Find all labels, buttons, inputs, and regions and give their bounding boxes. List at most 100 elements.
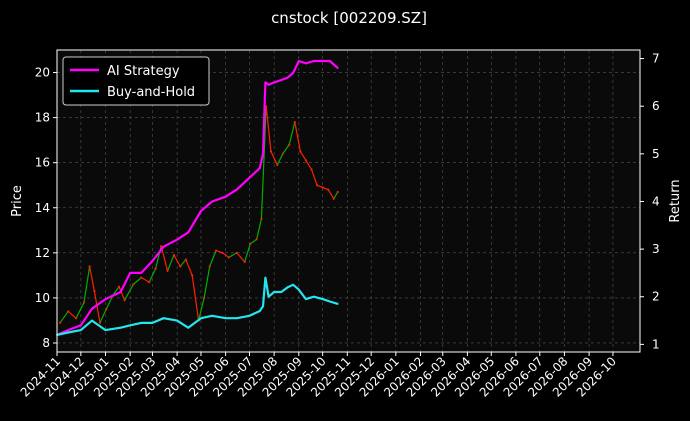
price-point xyxy=(140,276,143,279)
series-point-1 xyxy=(297,288,300,291)
series-point-1 xyxy=(104,329,107,331)
price-point xyxy=(288,143,291,146)
price-point xyxy=(336,190,339,194)
series-point-0 xyxy=(248,176,251,179)
series-point-1 xyxy=(151,322,154,324)
series-point-1 xyxy=(211,314,213,317)
legend-box xyxy=(62,56,210,106)
series-point-1 xyxy=(292,283,295,286)
series-point-1 xyxy=(129,324,132,327)
price-segment xyxy=(179,259,187,267)
price-segment xyxy=(160,245,169,272)
series-point-0 xyxy=(305,62,307,65)
y-right-tick-label: 7 xyxy=(652,52,660,66)
series-point-1 xyxy=(280,291,283,293)
price-point xyxy=(293,121,296,124)
y-axis-right-title: Return xyxy=(668,179,683,222)
series-point-1 xyxy=(200,317,202,320)
series-point-0 xyxy=(67,329,70,331)
series-point-1 xyxy=(267,295,270,298)
price-segment xyxy=(148,268,157,283)
y-left-tick-label: 20 xyxy=(35,66,50,80)
price-segment xyxy=(59,311,69,324)
price-segment xyxy=(83,266,91,303)
price-segment xyxy=(282,144,290,155)
series-point-0 xyxy=(187,231,190,234)
series-point-1 xyxy=(79,329,82,331)
price-point xyxy=(332,197,335,200)
price-point xyxy=(154,267,157,270)
series-point-0 xyxy=(119,291,122,293)
series-point-0 xyxy=(267,83,270,86)
price-point xyxy=(179,265,182,268)
price-point xyxy=(235,251,238,254)
series-point-0 xyxy=(200,210,202,212)
price-point xyxy=(88,265,91,268)
series-point-1 xyxy=(264,276,267,279)
series-point-1 xyxy=(67,331,70,334)
price-point xyxy=(276,163,279,167)
y-left-tick-label: 10 xyxy=(35,291,50,305)
price-segment xyxy=(249,238,257,245)
price-segment xyxy=(75,302,85,319)
series-point-1 xyxy=(224,317,227,320)
price-segment xyxy=(105,295,114,310)
price-segment xyxy=(89,266,95,292)
series-point-1 xyxy=(336,302,339,305)
y-left-tick-label: 18 xyxy=(35,111,50,125)
price-point xyxy=(221,251,224,254)
price-segment xyxy=(166,254,175,272)
series-point-0 xyxy=(235,188,238,191)
series-point-1 xyxy=(187,326,190,329)
y-right-tick-label: 5 xyxy=(652,147,660,161)
price-segment xyxy=(310,169,318,186)
y-left-tick-label: 16 xyxy=(35,156,50,170)
price-segment xyxy=(99,308,107,323)
price-point xyxy=(191,274,194,277)
price-segment xyxy=(209,250,217,267)
series-point-0 xyxy=(140,272,143,274)
price-segment xyxy=(173,254,181,267)
y-left-tick-label: 8 xyxy=(42,336,50,350)
y-right-tick-label: 1 xyxy=(652,337,660,351)
price-segment xyxy=(256,218,262,240)
price-segment xyxy=(141,277,150,283)
legend-label-buy-and-hold: Buy-and-Hold xyxy=(107,85,195,100)
series-point-0 xyxy=(336,67,339,70)
price-segment xyxy=(270,151,278,166)
y-right-tick-label: 4 xyxy=(652,194,660,208)
price-segment xyxy=(191,275,200,321)
price-point xyxy=(59,321,62,324)
series-point-0 xyxy=(258,167,261,170)
series-point-0 xyxy=(328,60,331,62)
series-point-0 xyxy=(151,260,154,262)
chart-title: cnstock [002209.SZ] xyxy=(271,9,427,27)
price-point xyxy=(269,150,273,153)
series-point-0 xyxy=(321,60,324,62)
series-point-0 xyxy=(286,76,289,79)
price-segment xyxy=(197,297,205,321)
series-point-0 xyxy=(176,238,178,241)
price-segment xyxy=(299,151,307,161)
price-point xyxy=(249,242,252,245)
price-point xyxy=(243,260,246,263)
series-point-1 xyxy=(313,295,315,298)
y-right-tick-label: 6 xyxy=(652,99,660,113)
series-point-1 xyxy=(262,305,264,308)
series-point-1 xyxy=(321,298,324,301)
y-axis-left-title: Price xyxy=(10,185,25,217)
price-segment xyxy=(265,106,272,152)
price-segment xyxy=(67,310,77,319)
series-point-1 xyxy=(91,319,93,322)
series-point-1 xyxy=(258,310,261,312)
series-point-0 xyxy=(162,245,165,248)
price-point xyxy=(255,238,258,241)
price-point xyxy=(117,285,121,288)
y-left-tick-label: 14 xyxy=(35,201,50,215)
series-point-1 xyxy=(140,322,143,324)
price-point xyxy=(123,299,126,302)
price-segment xyxy=(124,284,134,301)
series-point-0 xyxy=(224,195,227,198)
price-point xyxy=(304,159,308,162)
